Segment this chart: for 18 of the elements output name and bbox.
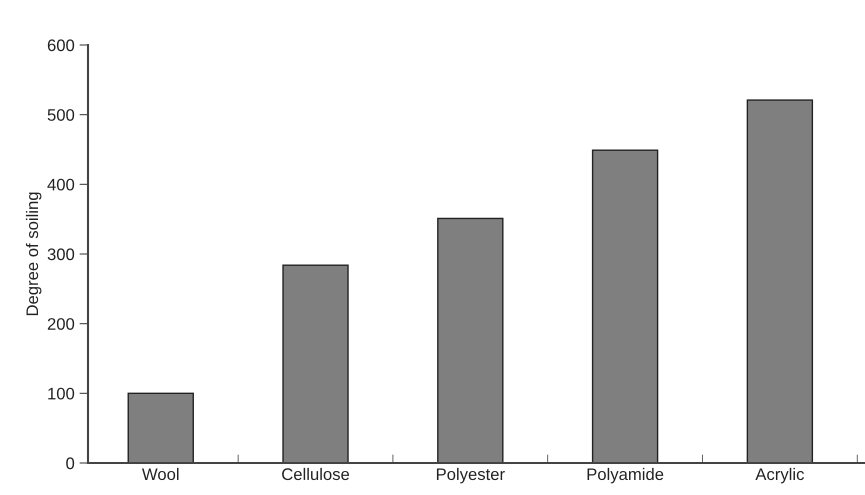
bar [437, 218, 504, 463]
bar [282, 264, 349, 463]
bar [746, 99, 814, 463]
y-tick-label: 400 [47, 178, 74, 191]
bar [128, 392, 194, 463]
x-tick-label: Polyester [436, 468, 505, 484]
x-tick-label: Wool [142, 468, 178, 480]
y-tick-label: 600 [48, 39, 74, 52]
y-tick-label: 500 [48, 109, 74, 121]
x-tick-label: Cellulose [282, 468, 350, 480]
y-tick-label: 100 [48, 388, 74, 400]
y-tick-label: 200 [48, 318, 74, 330]
x-tick-label: Polyamide [588, 468, 664, 484]
x-tick-label: Acrylic [755, 468, 804, 484]
y-axis-title: Degree of soiling [26, 192, 42, 316]
y-tick-label: 300 [48, 248, 74, 260]
y-tick-label: 0 [66, 457, 74, 470]
bar [592, 150, 658, 463]
